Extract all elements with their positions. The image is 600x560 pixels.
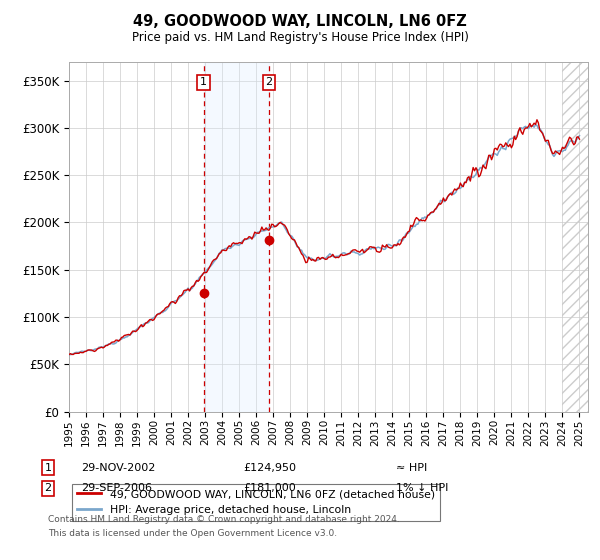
Text: 49, GOODWOOD WAY, LINCOLN, LN6 0FZ: 49, GOODWOOD WAY, LINCOLN, LN6 0FZ [133, 14, 467, 29]
Text: 29-SEP-2006: 29-SEP-2006 [81, 483, 152, 493]
Legend: 49, GOODWOOD WAY, LINCOLN, LN6 0FZ (detached house), HPI: Average price, detache: 49, GOODWOOD WAY, LINCOLN, LN6 0FZ (deta… [72, 483, 440, 521]
Text: Price paid vs. HM Land Registry's House Price Index (HPI): Price paid vs. HM Land Registry's House … [131, 31, 469, 44]
Text: 29-NOV-2002: 29-NOV-2002 [81, 463, 155, 473]
Text: ≈ HPI: ≈ HPI [396, 463, 427, 473]
Bar [204, 62, 269, 412]
Text: 1: 1 [200, 77, 207, 87]
Text: This data is licensed under the Open Government Licence v3.0.: This data is licensed under the Open Gov… [48, 529, 337, 538]
Text: £181,000: £181,000 [243, 483, 296, 493]
Text: 1% ↓ HPI: 1% ↓ HPI [396, 483, 448, 493]
Text: 2: 2 [265, 77, 272, 87]
Text: £124,950: £124,950 [243, 463, 296, 473]
Text: 1: 1 [44, 463, 52, 473]
Text: Contains HM Land Registry data © Crown copyright and database right 2024.: Contains HM Land Registry data © Crown c… [48, 515, 400, 524]
Text: 2: 2 [44, 483, 52, 493]
